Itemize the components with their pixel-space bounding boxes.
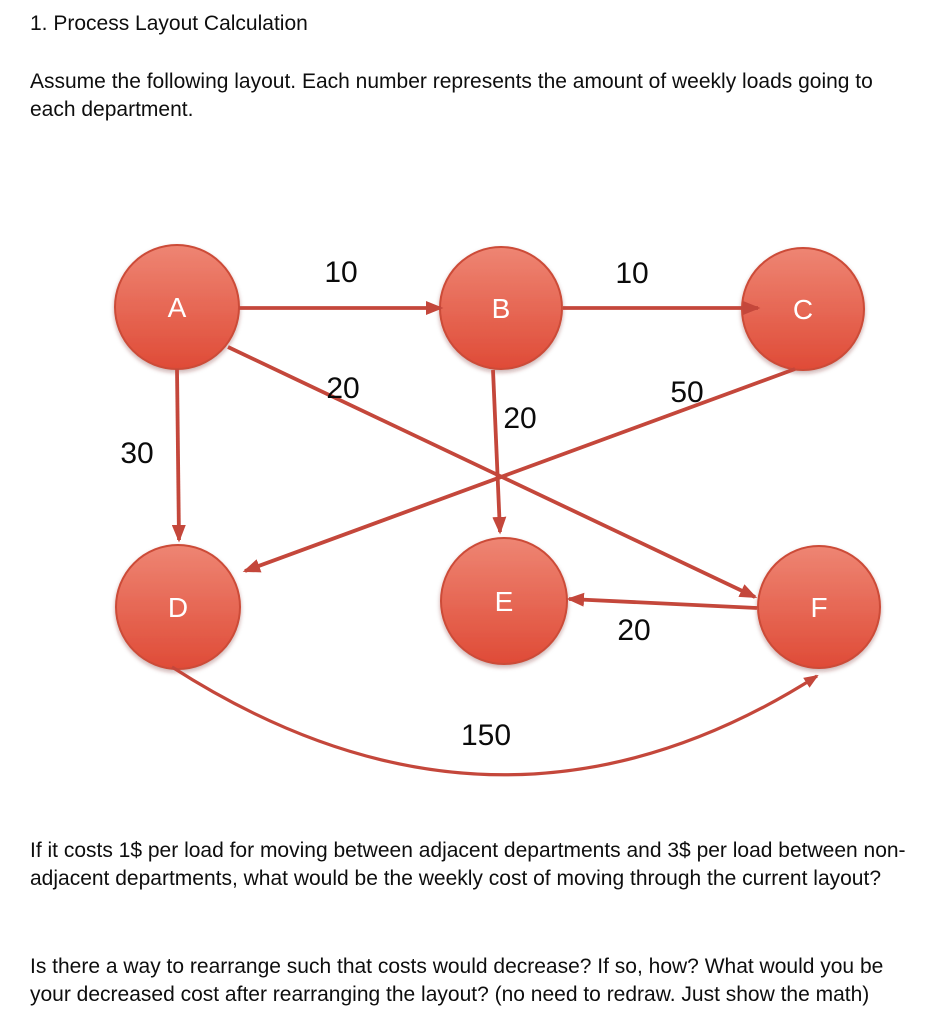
edge-D-F-weight: 150 (461, 719, 511, 752)
question-rearrange-paragraph: Is there a way to rearrange such that co… (30, 955, 884, 1006)
node-A-label: A (168, 292, 187, 323)
edge-B-C-weight: 10 (615, 257, 648, 290)
edge-A-F (227, 345, 758, 599)
edge-B-E (491, 369, 507, 535)
page-title: 1. Process Layout Calculation (30, 12, 308, 35)
edges-layer: 10 10 30 20 20 50 20 150 (120, 256, 819, 777)
intro-paragraph: Assume the following layout. Each number… (30, 70, 873, 121)
edge-A-D-weight: 30 (120, 437, 153, 470)
edge-A-F-weight: 20 (326, 372, 359, 405)
edge-C-D-weight: 50 (670, 376, 703, 409)
nodes-layer: A B C D E F (114, 244, 881, 670)
edge-D-F (171, 665, 819, 777)
question-cost-paragraph: If it costs 1$ per load for moving betwe… (30, 839, 906, 890)
edge-C-D (242, 367, 796, 573)
node-E-label: E (495, 586, 514, 617)
node-F-label: F (810, 592, 827, 623)
edge-A-B-weight: 10 (324, 256, 357, 289)
edge-A-D (171, 368, 186, 543)
edge-F-E-weight: 20 (617, 614, 650, 647)
node-D-label: D (168, 592, 188, 623)
edge-B-E-weight: 20 (503, 402, 536, 435)
node-F-circle (757, 545, 881, 669)
node-C-label: C (793, 294, 813, 325)
edge-F-E (566, 592, 758, 610)
node-B-label: B (492, 293, 511, 324)
